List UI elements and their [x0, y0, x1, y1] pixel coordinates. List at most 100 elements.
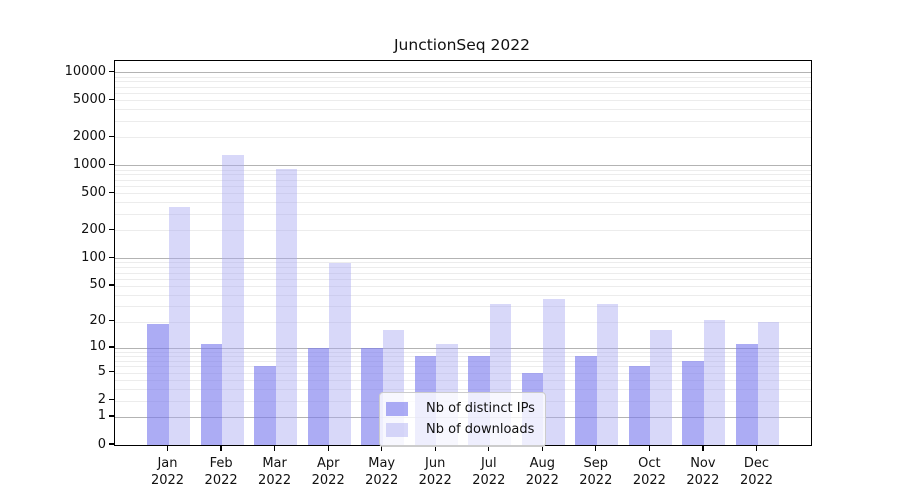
gridline-minor: [115, 356, 811, 358]
x-tick-label-jan: Jan 2022: [150, 456, 185, 488]
x-tick-mark: [220, 445, 222, 451]
bar-downloads-sep: [596, 303, 619, 445]
gridline-major: [115, 72, 811, 74]
y-tick-label: 10000: [64, 63, 106, 79]
bar-downloads-oct: [650, 330, 672, 445]
x-tick-mark: [488, 445, 490, 451]
gridline-minor: [115, 360, 811, 362]
x-tick-mark: [702, 445, 704, 451]
x-tick-label-apr: Apr 2022: [311, 456, 345, 488]
bar-ips-jan: [147, 323, 169, 445]
y-tick-mark: [109, 98, 114, 100]
y-tick-mark: [109, 135, 114, 137]
gridline-major: [115, 165, 811, 167]
y-tick-label: 5000: [72, 91, 106, 107]
gridline-minor: [115, 366, 811, 368]
x-tick-label-dec: Dec 2022: [739, 456, 774, 488]
bar-downloads-nov: [703, 319, 726, 445]
chart-title: JunctionSeq 2022: [393, 36, 531, 54]
legend-row: Nb of downloads: [386, 419, 535, 440]
bar-downloads-dec: [757, 321, 779, 445]
y-tick-label: 0: [97, 436, 106, 452]
y-tick-mark: [109, 191, 114, 194]
bar-ips-feb: [200, 344, 223, 445]
y-tick-label: 1: [97, 408, 106, 424]
gridline-minor: [115, 193, 811, 195]
legend-label: Nb of downloads: [426, 422, 535, 437]
gridline-minor: [115, 179, 811, 181]
gridline-minor: [115, 278, 811, 280]
y-tick-mark: [109, 443, 114, 445]
y-tick-label: 1000: [72, 156, 106, 172]
x-tick-label-aug: Aug 2022: [525, 456, 559, 488]
gridline-minor: [115, 272, 811, 274]
x-tick-label-jul: Jul 2022: [472, 456, 506, 488]
gridline-minor: [115, 294, 811, 296]
bar-downloads-feb: [222, 155, 244, 445]
legend-swatch-downloads: [386, 422, 408, 437]
gridline-major: [115, 347, 811, 349]
y-tick-label: 20: [89, 313, 106, 329]
gridline-minor: [115, 174, 811, 176]
gridline-minor: [115, 285, 811, 287]
y-tick-mark: [109, 346, 114, 348]
bar-downloads-jan: [168, 206, 190, 445]
x-tick-mark: [327, 445, 329, 451]
bar-downloads-mar: [275, 169, 298, 445]
gridline-minor: [115, 169, 811, 171]
x-tick-mark: [434, 445, 436, 451]
legend: Nb of distinct IPs Nb of downloads: [379, 392, 546, 447]
gridline-minor: [115, 262, 811, 264]
gridline-minor: [115, 372, 811, 374]
bar-ips-oct: [628, 366, 651, 445]
gridline-minor: [115, 137, 811, 139]
legend-label: Nb of distinct IPs: [426, 401, 535, 416]
y-tick-mark: [109, 415, 114, 417]
y-tick-mark: [109, 256, 114, 258]
y-tick-label: 200: [81, 221, 106, 237]
bar-ips-sep: [575, 356, 597, 445]
gridline-minor: [115, 321, 811, 323]
y-tick-label: 500: [81, 184, 106, 200]
x-tick-mark: [273, 445, 276, 451]
bar-ips-dec: [736, 344, 758, 445]
y-tick-label: 2000: [72, 128, 106, 144]
x-tick-label-nov: Nov 2022: [686, 456, 720, 488]
x-tick-label-jun: Jun 2022: [418, 456, 452, 488]
bar-ips-mar: [254, 366, 276, 445]
gridline-minor: [115, 86, 811, 88]
plot-area: Nb of distinct IPs Nb of downloads: [114, 60, 812, 447]
gridline-major: [115, 258, 811, 260]
y-tick-label: 10: [89, 339, 106, 355]
x-tick-mark: [595, 445, 597, 451]
y-tick-label: 2: [97, 392, 106, 407]
x-tick-mark: [648, 445, 651, 451]
gridline-minor: [115, 230, 811, 232]
gridline-minor: [115, 306, 811, 307]
gridline-minor: [115, 186, 811, 187]
gridline-minor: [115, 267, 811, 269]
gridline-minor: [115, 109, 811, 111]
y-tick-mark: [109, 163, 114, 166]
y-tick-mark: [109, 320, 114, 322]
x-tick-mark: [381, 445, 383, 451]
y-tick-label: 50: [89, 277, 106, 293]
gridline-minor: [115, 379, 811, 381]
gridline-minor: [115, 202, 811, 204]
gridline-minor: [115, 92, 811, 94]
bar-downloads-aug: [543, 298, 565, 445]
gridline-minor: [115, 214, 811, 215]
bar-ips-apr: [307, 347, 330, 445]
x-tick-mark: [166, 445, 169, 451]
x-tick-label-oct: Oct 2022: [632, 456, 666, 488]
gridline-minor: [115, 100, 811, 102]
bar-downloads-apr: [329, 263, 351, 445]
y-tick-mark: [109, 228, 114, 230]
x-tick-label-mar: Mar 2022: [258, 456, 292, 488]
gridline-minor: [115, 81, 811, 83]
gridline-minor: [115, 388, 811, 390]
y-tick-mark: [109, 398, 114, 401]
legend-row: Nb of distinct IPs: [386, 398, 535, 419]
x-tick-label-feb: Feb 2022: [204, 456, 238, 488]
